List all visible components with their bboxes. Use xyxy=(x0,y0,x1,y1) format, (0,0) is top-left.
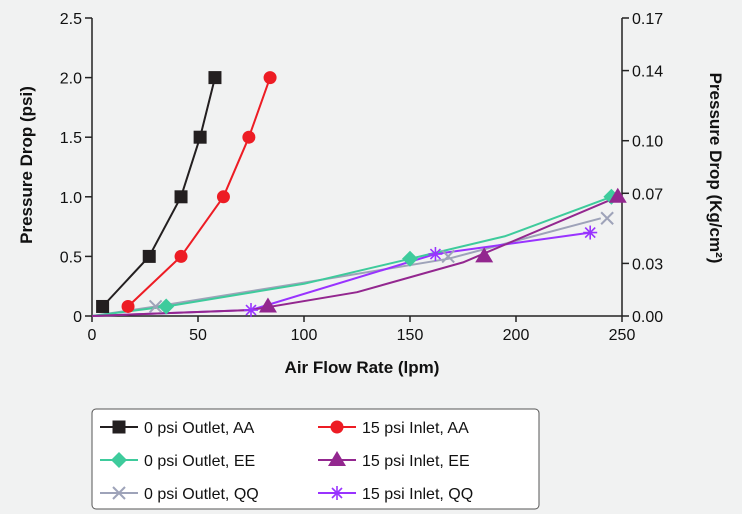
legend-label: 15 psi Inlet, AA xyxy=(362,420,469,437)
legend-label: 15 psi Inlet, QQ xyxy=(362,486,473,503)
legend-marker xyxy=(111,452,127,468)
x-axis-ticks: 0 50 100 150 200 250 xyxy=(88,316,636,344)
data-point xyxy=(428,247,443,262)
data-point xyxy=(583,225,598,240)
legend-item: 0 psi Outlet, EE xyxy=(100,452,255,470)
legend-marker xyxy=(112,486,126,500)
y2-axis-ticks: 0.00 0.03 0.07 0.10 0.14 0.17 xyxy=(622,11,663,326)
data-point xyxy=(608,187,627,203)
y-axis-ticks: 0 0.5 1.0 1.5 2.0 2.5 xyxy=(60,11,92,326)
data-point xyxy=(402,250,418,267)
data-point xyxy=(96,299,110,313)
data-point xyxy=(258,297,277,313)
legend-item: 0 psi Outlet, AA xyxy=(100,420,255,437)
series-line xyxy=(101,77,216,308)
y2-tick-label: 0.10 xyxy=(632,134,663,151)
y2-tick-label: 0.03 xyxy=(632,256,663,273)
data-point xyxy=(142,249,156,263)
data-point xyxy=(174,249,188,263)
y-tick-label: 0 xyxy=(73,309,82,326)
y2-axis-title: Pressure Drop (Kg/cm²) xyxy=(706,73,725,264)
data-point xyxy=(216,190,230,204)
series-line xyxy=(91,195,612,317)
series-markers xyxy=(96,71,627,318)
data-point xyxy=(208,71,222,85)
x-tick-label: 150 xyxy=(397,327,424,344)
data-point xyxy=(263,71,277,85)
legend-label: 0 psi Outlet, QQ xyxy=(144,486,259,503)
x-tick-label: 50 xyxy=(189,327,207,344)
data-point xyxy=(475,247,494,263)
data-point xyxy=(242,130,256,144)
series-lines xyxy=(91,77,619,317)
data-point xyxy=(158,298,175,315)
legend-marker xyxy=(328,451,346,466)
data-point xyxy=(148,299,163,314)
legend: 0 psi Outlet, AA 15 psi Inlet, AA 0 psi Ou… xyxy=(91,408,540,510)
legend-item: 15 psi Inlet, AA xyxy=(318,420,469,437)
x-tick-label: 0 xyxy=(88,327,97,344)
y2-tick-label: 0.07 xyxy=(632,186,663,203)
legend-item: 15 psi Inlet, QQ xyxy=(318,486,473,503)
x-tick-label: 100 xyxy=(291,327,318,344)
series-line xyxy=(127,77,272,308)
y-tick-label: 2.0 xyxy=(60,71,82,88)
y2-tick-label: 0.17 xyxy=(632,11,663,28)
x-tick-label: 250 xyxy=(609,327,636,344)
y-tick-label: 1.5 xyxy=(60,130,82,147)
data-point xyxy=(121,299,135,313)
data-point xyxy=(441,249,455,264)
legend-box xyxy=(91,408,540,510)
data-point xyxy=(244,303,258,318)
y-axis-title: Pressure Drop (psi) xyxy=(17,86,36,244)
legend-label: 0 psi Outlet, AA xyxy=(144,420,255,437)
legend-marker xyxy=(112,420,126,434)
legend-marker xyxy=(330,486,344,500)
data-point xyxy=(193,130,207,144)
plot-frame xyxy=(91,18,623,317)
data-point xyxy=(174,190,188,204)
y-tick-label: 0.5 xyxy=(60,249,82,266)
legend-item: 0 psi Outlet, QQ xyxy=(100,486,259,503)
y2-tick-label: 0.14 xyxy=(632,64,663,81)
legend-item: 15 psi Inlet, EE xyxy=(318,451,470,470)
y-tick-label: 1.0 xyxy=(60,190,82,207)
legend-marker xyxy=(330,420,344,434)
y-tick-label: 2.5 xyxy=(60,11,82,28)
legend-label: 15 psi Inlet, EE xyxy=(362,453,470,470)
legend-label: 0 psi Outlet, EE xyxy=(144,453,255,470)
x-axis-title: Air Flow Rate (lpm) xyxy=(285,358,440,377)
series-line xyxy=(91,195,619,317)
x-tick-label: 200 xyxy=(503,327,530,344)
y2-tick-label: 0.00 xyxy=(632,309,663,326)
data-point xyxy=(600,211,614,225)
